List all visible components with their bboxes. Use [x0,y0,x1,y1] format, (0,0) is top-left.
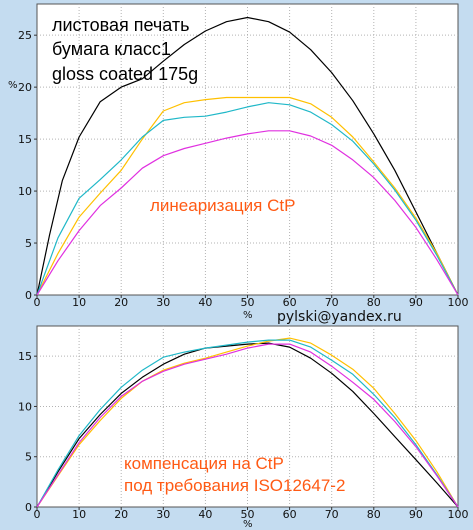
x-tick-label: 60 [283,296,297,309]
x-tick-label: 10 [72,508,86,521]
x-tick-label: 70 [325,296,339,309]
x-tick-label: 20 [114,296,128,309]
annotation-paper-type: gloss coated 175g [52,64,198,84]
linearization-panel: 0 10 20 30 40 50 60 70 80 90 100 0 5 10 15 20 25 % % лис… [8,3,469,321]
y-tick-label: 5 [25,237,32,250]
x-tick-label: 80 [367,508,381,521]
y-tick-label: 10 [18,400,32,413]
x-axis-label: % [243,519,253,530]
series-line [36,342,459,508]
series-line [36,337,459,508]
grid [37,4,458,295]
x-axis-label: % [243,310,253,321]
series-line [36,16,459,296]
annotation-print-type: листовая печать [52,15,190,35]
series-line [36,339,459,508]
series-line [36,343,459,508]
y-tick-label: 20 [18,81,32,94]
x-tick-label: 30 [156,296,170,309]
x-tick-label: 40 [198,508,212,521]
series-line [36,130,459,296]
x-tick-label: 90 [409,296,423,309]
x-tick-label: 0 [34,508,41,521]
x-tick-label: 80 [367,296,381,309]
author-credit: pylski@yandex.ru [277,309,402,325]
series-line [36,96,459,296]
y-tick-label: 15 [18,133,32,146]
grid [37,326,458,507]
x-tick-label: 90 [409,508,423,521]
annotation-linearization: линеаризация CtP [150,196,295,215]
x-tick-label: 70 [325,508,339,521]
y-tick-label: 0 [25,501,32,514]
x-tick-label: 100 [448,296,469,309]
annotation-compensation: компенсация на CtP [124,454,284,473]
x-tick-label: 10 [72,296,86,309]
x-tick-label: 30 [156,508,170,521]
x-tick-label: 50 [241,296,255,309]
x-tick-label: 100 [448,508,469,521]
tick-labels: 0 10 20 30 40 50 60 70 80 90 100 0 5 10 15 [18,350,469,521]
series-group [36,337,459,508]
x-tick-label: 0 [34,296,41,309]
series-line [36,102,459,296]
annotation-paper-class: бумага класс1 [52,39,171,59]
x-tick-label: 40 [198,296,212,309]
annotation-iso-standard: под требования ISO12647-2 [124,476,345,495]
tick-labels: 0 10 20 30 40 50 60 70 80 90 100 0 5 10 15 20 25 [18,29,469,309]
y-axis-label: % [8,80,18,91]
y-tick-label: 15 [18,350,32,363]
x-tick-label: 50 [241,508,255,521]
compensation-panel: 0 10 20 30 40 50 60 70 80 90 100 0 5 10 15 % компенсац… [18,325,469,530]
y-tick-label: 5 [25,451,32,464]
y-tick-label: 0 [25,289,32,302]
x-tick-label: 20 [114,508,128,521]
y-tick-label: 25 [18,29,32,42]
y-tick-label: 10 [18,185,32,198]
series-group [36,16,459,296]
x-tick-label: 60 [283,508,297,521]
